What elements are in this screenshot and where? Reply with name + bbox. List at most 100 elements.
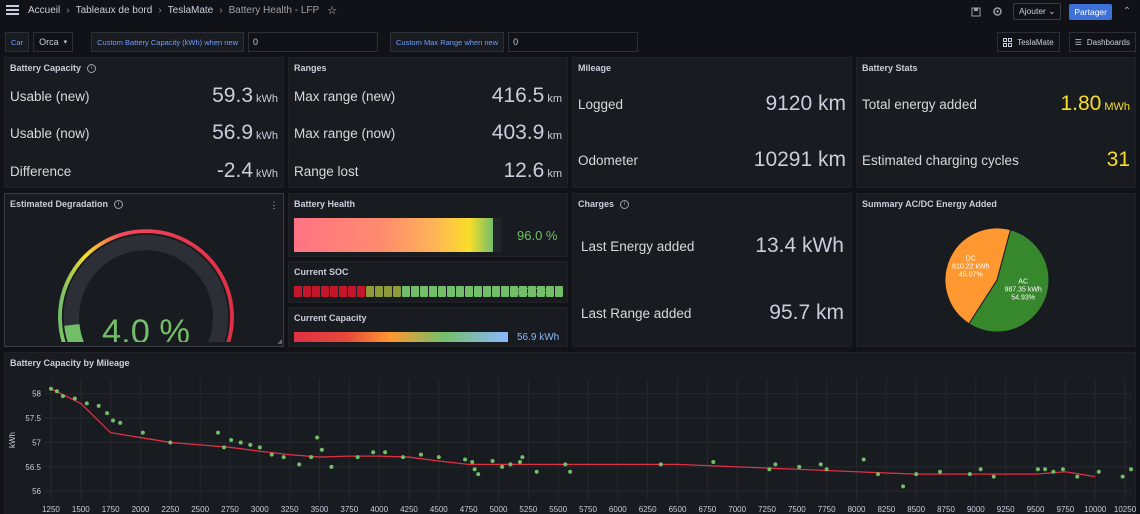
data-point[interactable] bbox=[938, 469, 943, 474]
save-icon[interactable] bbox=[969, 5, 983, 19]
gauge-track bbox=[63, 234, 229, 342]
data-point[interactable] bbox=[520, 455, 525, 460]
data-point[interactable] bbox=[54, 389, 59, 394]
chevron-right-icon: › bbox=[219, 5, 223, 16]
data-point[interactable] bbox=[658, 462, 663, 467]
chevron-down-icon: ▾ bbox=[63, 39, 68, 46]
data-point[interactable] bbox=[297, 462, 302, 467]
add-button[interactable]: Ajouter ⌄ bbox=[1012, 3, 1062, 20]
info-icon[interactable]: i bbox=[87, 63, 97, 73]
share-button[interactable]: Partager bbox=[1069, 3, 1112, 20]
data-point[interactable] bbox=[329, 464, 334, 469]
data-point[interactable] bbox=[901, 484, 906, 489]
panel-menu-icon[interactable]: ⋮ bbox=[269, 199, 279, 210]
dashboards-link[interactable]: ☰ Dashboards bbox=[1068, 32, 1136, 52]
data-point[interactable] bbox=[463, 457, 468, 462]
menu-icon[interactable] bbox=[6, 5, 19, 16]
data-point[interactable] bbox=[875, 472, 880, 477]
data-point[interactable] bbox=[238, 440, 243, 445]
data-point[interactable] bbox=[60, 394, 65, 399]
data-point[interactable] bbox=[711, 459, 716, 464]
data-point[interactable] bbox=[222, 445, 227, 450]
settings-icon[interactable] bbox=[991, 5, 1005, 19]
capacity-input[interactable]: 0 bbox=[248, 32, 379, 52]
data-point[interactable] bbox=[991, 474, 996, 479]
data-point[interactable] bbox=[118, 420, 123, 425]
data-point[interactable] bbox=[1060, 467, 1065, 472]
info-icon[interactable]: i bbox=[620, 199, 630, 209]
trend-line bbox=[50, 388, 1096, 478]
info-icon[interactable]: i bbox=[114, 199, 124, 209]
breadcrumb-dashboards[interactable]: Tableaux de bord bbox=[75, 5, 153, 16]
data-point[interactable] bbox=[72, 396, 77, 401]
star-icon[interactable]: ☆ bbox=[327, 5, 338, 17]
data-point[interactable] bbox=[281, 455, 286, 460]
data-point[interactable] bbox=[967, 472, 972, 477]
data-point[interactable] bbox=[248, 442, 253, 447]
data-point[interactable] bbox=[508, 462, 513, 467]
collapse-icon[interactable]: ⌃ bbox=[1122, 6, 1132, 17]
range-input[interactable]: 0 bbox=[508, 32, 639, 52]
data-point[interactable] bbox=[476, 472, 481, 477]
data-point[interactable] bbox=[229, 438, 234, 442]
data-point[interactable] bbox=[563, 462, 568, 467]
teslamate-link[interactable]: TeslaMate bbox=[997, 32, 1060, 52]
data-point[interactable] bbox=[168, 440, 173, 445]
data-point[interactable] bbox=[490, 458, 495, 463]
data-point[interactable] bbox=[818, 462, 823, 467]
data-point[interactable] bbox=[1096, 469, 1101, 474]
data-point[interactable] bbox=[96, 403, 101, 408]
data-point[interactable] bbox=[319, 447, 324, 452]
stat-value: 12.6 bbox=[503, 159, 545, 182]
x-tick-label: 4750 bbox=[460, 505, 478, 514]
soc-segment bbox=[537, 286, 545, 297]
data-point[interactable] bbox=[309, 455, 314, 460]
data-point[interactable] bbox=[500, 464, 505, 469]
car-select[interactable]: Orca ▾ bbox=[33, 32, 74, 52]
x-tick-label: 6000 bbox=[609, 505, 627, 514]
pie-slice-dc[interactable] bbox=[944, 227, 1012, 325]
data-point[interactable] bbox=[315, 435, 320, 440]
data-point[interactable] bbox=[1129, 467, 1133, 472]
data-point[interactable] bbox=[470, 459, 475, 464]
data-point[interactable] bbox=[472, 467, 477, 472]
pie-slice-ac[interactable] bbox=[968, 229, 1050, 333]
data-point[interactable] bbox=[355, 455, 360, 460]
data-point[interactable] bbox=[383, 450, 388, 455]
data-point[interactable] bbox=[1035, 467, 1040, 472]
data-point[interactable] bbox=[257, 445, 262, 450]
degradation-panel: Estimated Degradation i ⋮ 4.0 % ◢ bbox=[4, 193, 284, 347]
data-point[interactable] bbox=[978, 467, 983, 472]
data-point[interactable] bbox=[1120, 474, 1125, 479]
data-point[interactable] bbox=[216, 430, 221, 435]
data-point[interactable] bbox=[1043, 467, 1048, 472]
resize-handle-icon[interactable]: ◢ bbox=[277, 339, 282, 345]
data-point[interactable] bbox=[861, 457, 866, 462]
data-point[interactable] bbox=[797, 464, 802, 469]
data-point[interactable] bbox=[269, 452, 274, 457]
soc-segment bbox=[366, 286, 374, 297]
data-point[interactable] bbox=[371, 450, 376, 455]
data-point[interactable] bbox=[436, 455, 441, 460]
soc-segment bbox=[321, 286, 329, 297]
data-point[interactable] bbox=[84, 401, 89, 406]
data-point[interactable] bbox=[1051, 469, 1056, 474]
data-point[interactable] bbox=[767, 467, 772, 472]
data-point[interactable] bbox=[401, 455, 406, 460]
data-point[interactable] bbox=[517, 459, 522, 464]
data-point[interactable] bbox=[1075, 474, 1080, 479]
data-point[interactable] bbox=[48, 386, 53, 391]
data-point[interactable] bbox=[534, 469, 539, 474]
breadcrumb-folder[interactable]: TeslaMate bbox=[167, 5, 214, 16]
data-point[interactable] bbox=[111, 418, 116, 423]
data-point[interactable] bbox=[824, 467, 829, 472]
data-point[interactable] bbox=[568, 469, 573, 474]
x-tick-label: 2500 bbox=[191, 505, 209, 514]
breadcrumb-home[interactable]: Accueil bbox=[28, 5, 61, 16]
chevron-right-icon: › bbox=[66, 5, 70, 16]
data-point[interactable] bbox=[140, 430, 145, 435]
data-point[interactable] bbox=[418, 452, 423, 457]
data-point[interactable] bbox=[105, 411, 110, 416]
data-point[interactable] bbox=[773, 462, 778, 467]
data-point[interactable] bbox=[914, 472, 919, 477]
